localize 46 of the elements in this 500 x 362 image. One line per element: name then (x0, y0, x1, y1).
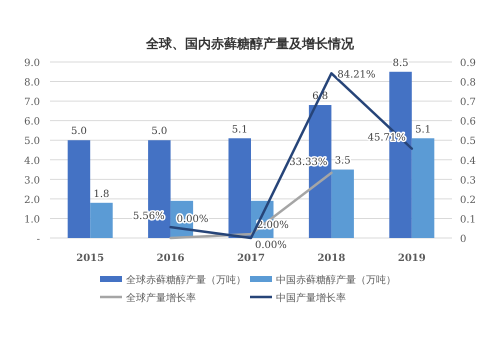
data-label: 0.00% (255, 240, 287, 251)
data-label: 3.5 (334, 156, 351, 167)
x-tick-label: 2019 (398, 253, 426, 264)
y-tick-label: 3.0 (24, 175, 40, 186)
data-label: 5.0 (70, 126, 87, 138)
x-tick-label: 2018 (317, 253, 346, 264)
y-tick-label: 4.0 (24, 156, 40, 167)
y2-tick-label: 0.7 (460, 97, 476, 108)
y2-tick-label: 0.6 (460, 116, 476, 128)
legend-label: 中国赤藓糖醇产量（万吨） (276, 274, 396, 286)
y-tick-label: 5.0 (24, 136, 40, 148)
bar (68, 140, 90, 238)
x-tick-label: 2015 (76, 253, 104, 264)
bar (331, 170, 354, 238)
legend-label: 中国产量增长率 (276, 292, 346, 304)
y2-tick-label: 0.5 (460, 136, 476, 148)
y-tick-label: 1.0 (24, 214, 40, 226)
bar (90, 202, 113, 238)
y-tick-label: 8.0 (24, 78, 40, 89)
data-label: 1.8 (94, 188, 110, 200)
y2-tick-label: 0.8 (460, 78, 476, 89)
bar (228, 138, 251, 238)
x-tick-label: 2017 (237, 253, 265, 264)
y2-tick-label: 0.2 (460, 194, 476, 206)
data-label: 84.21% (337, 69, 376, 80)
chart-title: 全球、国内赤藓糖醇产量及增长情况 (145, 36, 355, 52)
y2-tick-label: 0.4 (460, 156, 476, 167)
legend-label: 全球赤藓糖醇产量（万吨） (126, 274, 246, 286)
bar (412, 138, 434, 238)
y2-tick-label: 0.3 (460, 175, 476, 186)
line-series (169, 72, 414, 240)
data-label: 5.1 (232, 124, 248, 136)
y2-tick-label: 0 (460, 234, 466, 245)
data-label: 8.5 (392, 58, 408, 69)
y-tick-label: 6.0 (24, 116, 40, 128)
legend-label: 全球产量增长率 (126, 292, 196, 304)
data-label: 5.1 (415, 124, 432, 136)
y2-tick-label: 0.9 (460, 58, 476, 69)
data-label: 2.00% (257, 220, 289, 232)
y-tick-label: 9.0 (24, 58, 40, 69)
y-tick-label: - (36, 234, 40, 245)
y2-tick-label: 0.1 (460, 214, 476, 226)
x-tick-label: 2016 (156, 253, 185, 264)
y-tick-label: 7.0 (24, 97, 40, 108)
data-label: 5.0 (151, 126, 168, 138)
y-tick-label: 2.0 (24, 194, 40, 206)
